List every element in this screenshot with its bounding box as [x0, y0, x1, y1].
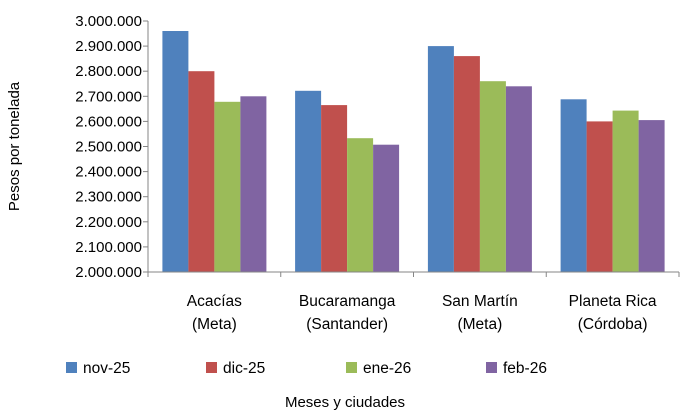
bar-nov-25-3: [560, 99, 587, 272]
x-tick-label: (Santander): [306, 316, 388, 333]
legend-label-dic-25: dic-25: [223, 360, 265, 377]
x-tick-label: Acacías: [187, 293, 242, 310]
y-tick-label: 2.500.000: [75, 139, 142, 156]
legend: nov-25 dic-25 ene-26 feb-26: [66, 360, 547, 377]
y-tick-label: 3.000.000: [75, 13, 142, 30]
bar-dic-25-1: [321, 105, 348, 272]
y-tick-label: 2.700.000: [75, 88, 142, 105]
bar-nov-25-0: [162, 31, 189, 272]
bar-feb-26-2: [505, 86, 532, 272]
labels-layer: 2.000.000 2.100.000 2.200.000 2.300.000 2.40…: [75, 13, 657, 333]
legend-label-ene-26: ene-26: [363, 360, 411, 377]
x-tick-label: San Martín: [442, 293, 518, 310]
y-axis-title: Pesos por tonelada: [6, 81, 23, 211]
legend-label-feb-26: feb-26: [503, 360, 547, 377]
bar-feb-26-3: [638, 120, 665, 272]
bar-nov-25-1: [295, 90, 322, 272]
legend-label-nov-25: nov-25: [83, 360, 130, 377]
y-tick-label: 2.200.000: [75, 214, 142, 231]
bar-nov-25-2: [427, 46, 454, 272]
legend-swatch-nov-25: [66, 362, 77, 373]
x-axis-title: Meses y ciudades: [285, 394, 405, 411]
bar-ene-26-0: [214, 101, 241, 272]
legend-swatch-ene-26: [346, 362, 357, 373]
x-tick-label: Planeta Rica: [569, 293, 657, 310]
bars-layer: [162, 31, 665, 273]
bar-dic-25-3: [586, 121, 613, 273]
legend-swatch-feb-26: [486, 362, 497, 373]
y-tick-label: 2.600.000: [75, 113, 142, 130]
bar-feb-26-0: [240, 96, 267, 272]
x-tick-label: (Meta): [192, 316, 237, 333]
bar-dic-25-0: [188, 71, 215, 272]
y-tick-label: 2.000.000: [75, 264, 142, 281]
bar-ene-26-2: [479, 81, 506, 272]
bar-feb-26-1: [373, 144, 400, 272]
y-tick-label: 2.300.000: [75, 189, 142, 206]
x-tick-label: (Córdoba): [578, 316, 648, 333]
x-tick-label: (Meta): [457, 316, 502, 333]
y-tick-label: 2.400.000: [75, 164, 142, 181]
axes-layer: [143, 20, 680, 277]
legend-swatch-dic-25: [206, 362, 217, 373]
y-tick-label: 2.800.000: [75, 63, 142, 80]
bar-ene-26-1: [347, 138, 374, 272]
bar-ene-26-3: [612, 110, 639, 272]
bar-dic-25-2: [453, 56, 480, 272]
y-tick-label: 2.100.000: [75, 239, 142, 256]
y-tick-label: 2.900.000: [75, 38, 142, 55]
x-tick-label: Bucaramanga: [299, 293, 396, 310]
